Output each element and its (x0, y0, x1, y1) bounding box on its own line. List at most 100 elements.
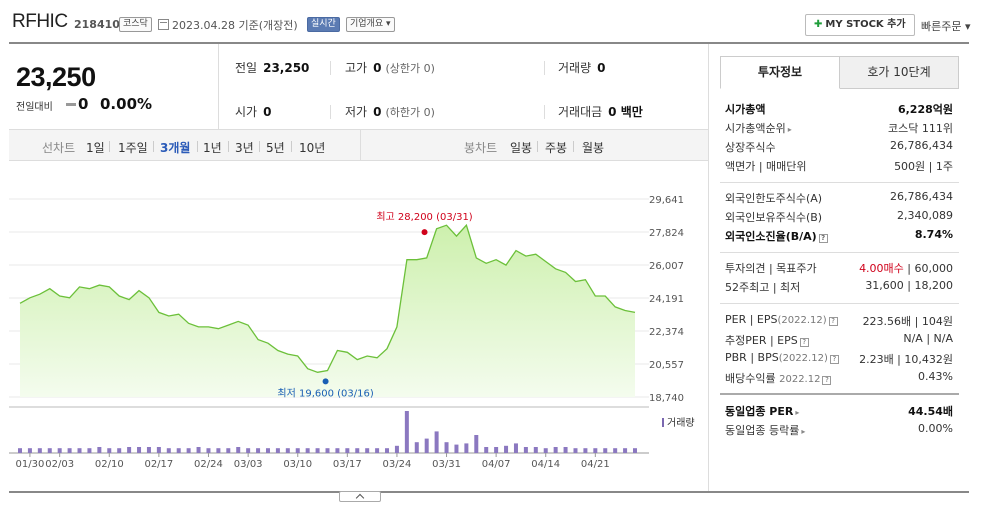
period-1w[interactable]: 1주일 (118, 141, 148, 155)
help-icon[interactable]: ? (822, 376, 832, 385)
info-tabs: 호가 10단계 투자정보 (720, 56, 959, 89)
divider (259, 141, 260, 152)
period-1d[interactable]: 1일 (86, 141, 105, 155)
volume-bar (87, 448, 92, 453)
market-cap-label: 시가총액 (725, 103, 766, 116)
high-marker (421, 229, 428, 236)
calendar-icon (158, 19, 169, 30)
x-tick-label: 02/10 (95, 459, 124, 470)
volume-bar (533, 447, 538, 453)
x-tick-label: 03/03 (234, 459, 263, 470)
volume-bar (256, 448, 261, 453)
pbr-label: PBR | BPS (725, 351, 779, 364)
volume-bar (414, 442, 419, 453)
industry-per-row[interactable]: 동일업종 PER ▸ 44.54배 (725, 403, 953, 422)
stock-name: RFHIC (12, 11, 68, 32)
y-tick-label: 22,374 (649, 327, 684, 338)
company-overview-button[interactable]: 기업개요 ▾ (346, 17, 395, 32)
collapse-chart-button[interactable] (339, 491, 381, 502)
add-mystock-button[interactable]: ✚ MY STOCK 추가 (805, 14, 915, 36)
foreign-limit-row: 외국인한도주식수(A) 26,786,434 (725, 190, 953, 209)
y-tick-label: 24,191 (649, 294, 684, 305)
industry-rate-label: 동일업종 등락률 (725, 424, 800, 437)
listed-shares-value: 26,786,434 (890, 139, 953, 152)
market-cap-rank-row[interactable]: 시가총액순위 ▸ 코스닥 111위 (725, 120, 953, 139)
period-1y[interactable]: 1년 (203, 141, 222, 155)
x-tick-label: 03/10 (283, 459, 312, 470)
est-per-row: 추정PER | EPS? N/A | N/A (725, 332, 953, 351)
pbr-row: PBR | BPS(2022.12)? 2.23배 | 10,432원 (725, 351, 953, 370)
volume-bar (484, 447, 489, 453)
realtime-button[interactable]: 실시간 (307, 17, 340, 32)
period-10y[interactable]: 10년 (299, 141, 326, 155)
x-tick-label: 04/21 (581, 459, 610, 470)
week52-row: 52주최고 | 최저 31,600 | 18,200 (725, 279, 953, 298)
volume-bar (494, 447, 499, 453)
divider (153, 141, 154, 152)
prev-diff-value: 0 (78, 95, 89, 113)
volume-bar (127, 447, 132, 453)
divider (537, 141, 538, 152)
divider (360, 130, 361, 161)
volume-bar (67, 448, 72, 453)
period-5y[interactable]: 5년 (266, 141, 285, 155)
market-cap-row: 시가총액 6,228억원 (725, 101, 953, 120)
volume-bar (394, 445, 399, 453)
listed-shares-row: 상장주식수 26,786,434 (725, 139, 953, 158)
help-icon[interactable]: ? (818, 234, 828, 243)
volume-bar (315, 448, 320, 453)
divider (573, 141, 574, 152)
pbr-period: (2022.12) (778, 353, 828, 364)
divider (109, 141, 110, 152)
period-3m[interactable]: 3개월 (160, 141, 191, 155)
prev-close-value: 23,250 (263, 61, 310, 75)
foreign-limit-label: 외국인한도주식수(A) (725, 192, 823, 205)
low-value: 0 (373, 105, 382, 119)
high-value: 0 (373, 61, 382, 75)
volume-bar (335, 448, 340, 453)
divider (197, 141, 198, 152)
per-value: 223.56배 | 104원 (862, 315, 953, 328)
tab-investment-info[interactable]: 투자정보 (720, 56, 840, 89)
industry-per-label: 동일업종 PER (725, 405, 794, 418)
listed-shares-label: 상장주식수 (725, 141, 776, 154)
divider (720, 252, 959, 253)
volume-bar (474, 435, 479, 453)
help-icon[interactable]: ? (799, 338, 809, 347)
x-tick-label: 02/24 (194, 459, 223, 470)
volume-bar (226, 448, 231, 453)
volume-bar (146, 447, 151, 453)
candle-monthly[interactable]: 월봉 (582, 141, 605, 155)
x-tick-label: 01/30 (16, 459, 45, 470)
chevron-right-icon: ▸ (795, 408, 800, 417)
investment-info-panel: 호가 10단계 투자정보 시가총액 6,228억원 시가총액순위 ▸ 코스닥 111위… (708, 44, 969, 491)
foreign-hold-value: 2,340,089 (897, 209, 953, 222)
chart-period-bar: 선차트 1일 1주일 3개월 1년 3년 5년 10년 봉차트 일봉 주봉 월봉 (9, 130, 708, 161)
candle-daily[interactable]: 일봉 (510, 141, 533, 155)
quick-order-menu[interactable]: 빠른주문 ▾ (921, 20, 971, 33)
tab-orderbook[interactable]: 호가 10단계 (839, 56, 959, 89)
industry-rate-row[interactable]: 동일업종 등락률 ▸ 0.00% (725, 422, 953, 441)
period-3y[interactable]: 3년 (235, 141, 254, 155)
per-period: (2022.12) (777, 315, 827, 326)
x-tick-label: 03/31 (432, 459, 461, 470)
opinion-row: 투자의견 | 목표주가 4.00매수 | 60,000 (725, 260, 953, 279)
x-tick-label: 03/24 (383, 459, 412, 470)
volume-bar (603, 448, 608, 453)
help-icon[interactable]: ? (828, 317, 838, 326)
volume-bar (325, 448, 330, 453)
upper-limit: (상한가 0) (385, 62, 435, 75)
volume-bar (166, 448, 171, 453)
volume-bar (186, 448, 191, 453)
price-line (19, 223, 636, 373)
low-marker (322, 378, 329, 385)
help-icon[interactable]: ? (829, 355, 839, 364)
foreign-ratio-value: 8.74% (914, 228, 953, 241)
y-tick-label: 20,557 (649, 360, 684, 371)
volume-label: 거래량 (558, 61, 592, 75)
market-cap-value: 6,228억원 (897, 103, 953, 116)
price-chart[interactable]: 29,641 27,824 26,007 24,191 22,374 20,557 18,7… (9, 188, 709, 488)
amount-label: 거래대금 (558, 105, 603, 119)
candle-weekly[interactable]: 주봉 (545, 141, 568, 155)
x-tick-label: 04/07 (482, 459, 511, 470)
